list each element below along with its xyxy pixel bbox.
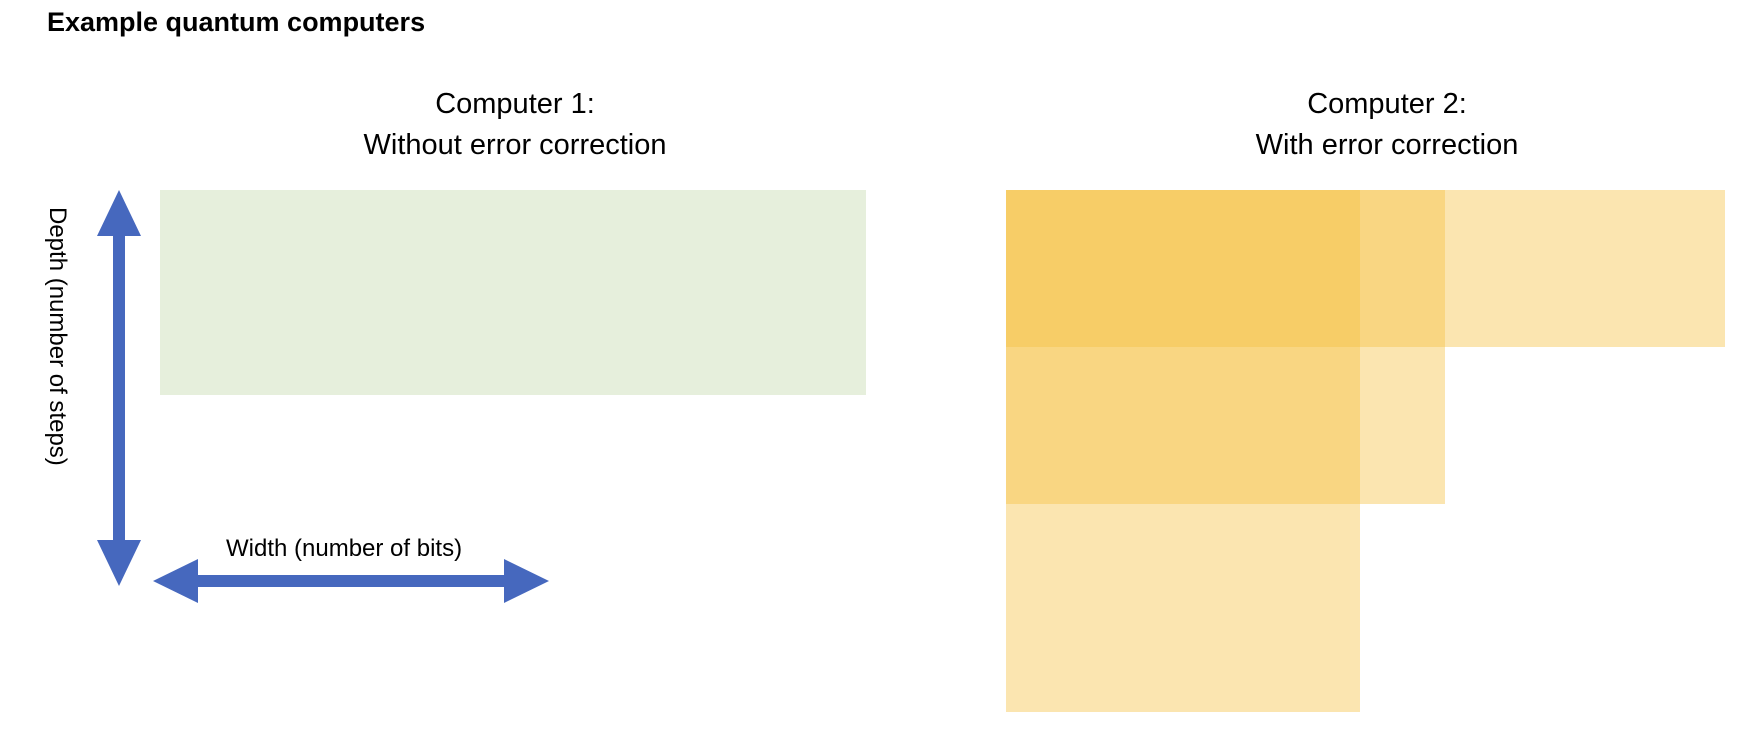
width-axis-label: Width (number of bits) [226,535,463,562]
computer-2-block-deep [1006,190,1360,712]
computer-2-block-medium [1006,190,1445,504]
computer-1-heading: Computer 1: Without error correction [315,84,715,166]
computer-2-block-wide [1006,190,1725,347]
depth-arrow-icon [97,190,141,586]
computer-2-heading-line-2: With error correction [1255,129,1519,161]
depth-axis-label: Depth (number of steps) [44,207,71,466]
computer-2-heading: Computer 2: With error correction [1187,84,1587,166]
computer-1-circuit-block [160,190,866,395]
computer-1-heading-line-2: Without error correction [363,129,667,161]
width-arrow-icon [153,559,549,603]
computer-2-heading-line-1: Computer 2: [1307,88,1467,120]
computer-1-heading-line-1: Computer 1: [435,88,595,120]
page-title: Example quantum computers [47,7,426,37]
